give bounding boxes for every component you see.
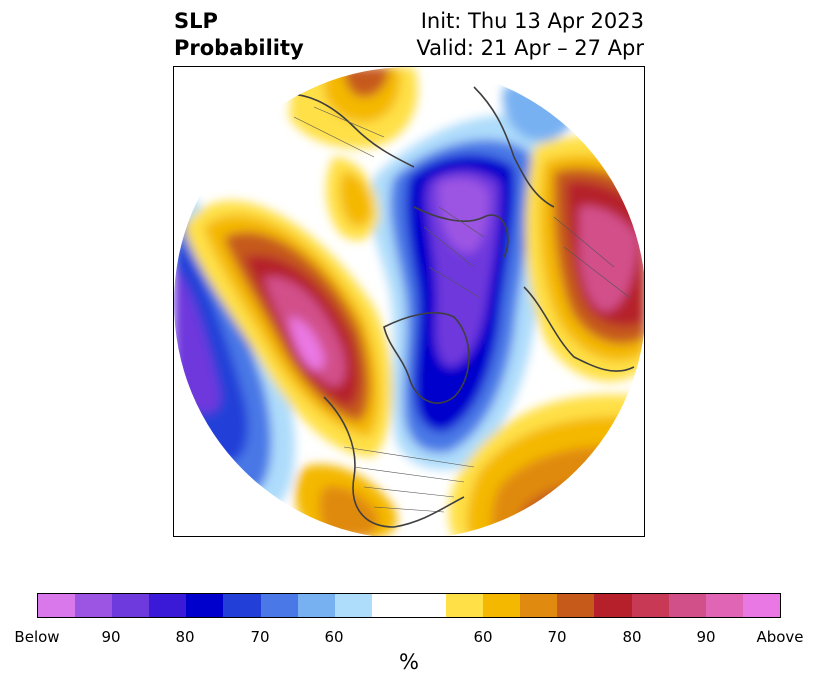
tick-label: 60 — [473, 628, 493, 646]
tick-label: 70 — [547, 628, 567, 646]
colorbar-below-segment — [186, 594, 224, 617]
colorbar-below-segment — [75, 594, 113, 617]
colorbar-below-segment — [260, 594, 298, 617]
colorbar-above-segment — [742, 594, 780, 617]
coastlines — [273, 86, 635, 528]
siberia-above-core — [339, 172, 372, 227]
valid-range: Valid: 21 Apr – 27 Apr — [416, 36, 644, 60]
title-product: Probability — [174, 36, 304, 60]
polar-map — [174, 67, 644, 536]
colorbar-below-segment — [297, 594, 335, 617]
tick-label: Below — [14, 628, 60, 646]
us-above-core — [319, 486, 379, 536]
colorbar-above-segment — [520, 594, 558, 617]
tick-label: 70 — [250, 628, 270, 646]
colorbar-above-segment — [631, 594, 669, 617]
asia-above-area — [289, 67, 418, 149]
colorbar — [37, 593, 781, 618]
colorbar-above-segment — [668, 594, 706, 617]
init-date: Init: Thu 13 Apr 2023 — [420, 9, 644, 33]
tick-label: Above — [756, 628, 804, 646]
tick-label: 90 — [101, 628, 121, 646]
colorbar-above-segment — [483, 594, 521, 617]
title-variable: SLP — [174, 9, 218, 33]
colorbar-below-segment — [38, 594, 76, 617]
title-right: Init: Thu 13 Apr 2023 Valid: 21 Apr – 27… — [416, 8, 644, 62]
tick-label: 80 — [175, 628, 195, 646]
europe-above-area — [525, 136, 644, 382]
colorbar-above-segment — [705, 594, 743, 617]
colorbar-unit: % — [399, 650, 419, 674]
map-panel — [173, 66, 645, 537]
colorbar-below-segment — [334, 594, 372, 617]
colorbar-below-segment — [149, 594, 187, 617]
colorbar-above-segment — [594, 594, 632, 617]
country-borders — [293, 106, 630, 513]
colorbar-neutral-segment — [371, 594, 447, 617]
tick-label: 60 — [324, 628, 344, 646]
colorbar-above-segment — [557, 594, 595, 617]
tick-label: 90 — [696, 628, 716, 646]
colorbar-above-segment — [446, 594, 484, 617]
arctic-below-area — [370, 115, 559, 470]
colorbar-below-segment — [223, 594, 261, 617]
title-left: SLP Probability — [174, 8, 304, 62]
tick-label: 80 — [622, 628, 642, 646]
colorbar-below-segment — [112, 594, 150, 617]
pacific-above-area — [184, 200, 393, 457]
